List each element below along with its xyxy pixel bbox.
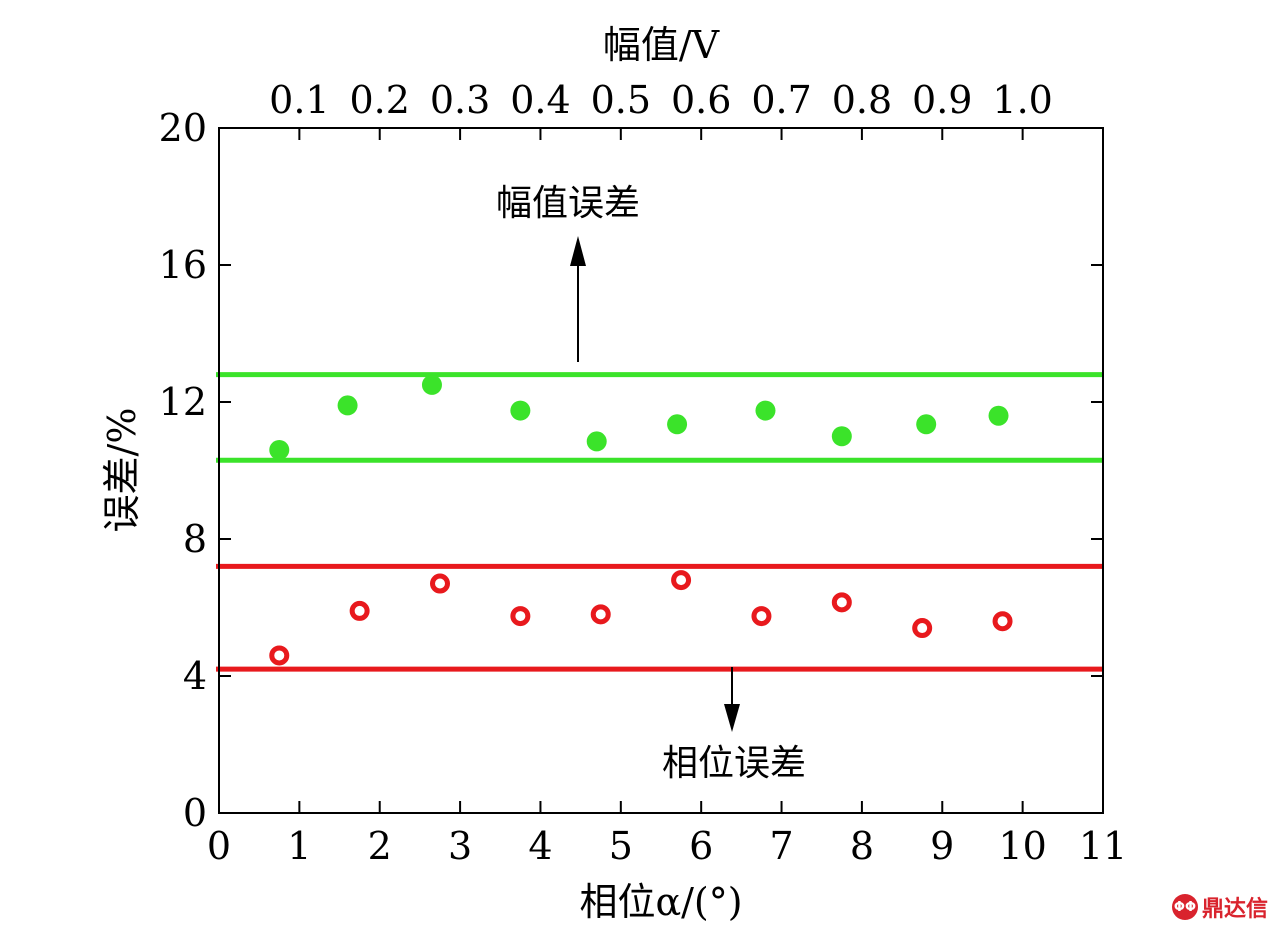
- x-tick-label: 7: [769, 824, 793, 868]
- top-tick-label: 0.1: [269, 78, 329, 122]
- y-tick-label: 8: [183, 517, 207, 561]
- top-tick-label: 0.3: [430, 78, 490, 122]
- watermark-text: 鼎达信: [1201, 897, 1268, 922]
- y-tick-label: 16: [159, 243, 207, 287]
- amplitude-error-point: [421, 374, 442, 395]
- top-tick-label: 0.4: [510, 78, 570, 122]
- phase-error-point: [912, 618, 933, 639]
- x-tick-label: 0: [207, 824, 231, 868]
- phase-error-point: [751, 606, 772, 627]
- phase-error-point: [590, 604, 611, 625]
- x-tick-label: 4: [528, 824, 552, 868]
- top-axis-title: 幅值/V: [603, 23, 720, 67]
- phase-error-point: [831, 592, 852, 613]
- y-tick-label: 20: [159, 106, 207, 150]
- top-tick-label: 0.2: [350, 78, 410, 122]
- x-tick-label: 8: [850, 824, 874, 868]
- phase-error-label: 相位误差: [662, 743, 806, 784]
- amplitude-error-point: [269, 439, 290, 460]
- amplitude-error-point: [510, 400, 531, 421]
- x-axis-title: 相位α/(°): [579, 880, 742, 924]
- y-axis-title: 误差/%: [100, 408, 144, 533]
- phase-error-arrowhead: [724, 704, 740, 732]
- amplitude-error-point: [755, 400, 776, 421]
- x-tick-label: 10: [998, 824, 1046, 868]
- x-tick-label: 1: [287, 824, 311, 868]
- top-tick-label: 0.8: [832, 78, 892, 122]
- x-tick-label: 5: [609, 824, 633, 868]
- top-tick-label: 0.5: [591, 78, 651, 122]
- x-tick-label: 3: [448, 824, 472, 868]
- x-tick-label: 9: [930, 824, 954, 868]
- x-tick-label: 2: [368, 824, 392, 868]
- plot-frame: [218, 127, 1104, 814]
- amplitude-error-label: 幅值误差: [496, 183, 640, 224]
- amplitude-error-point: [667, 414, 688, 435]
- x-tick-label: 6: [689, 824, 713, 868]
- amplitude-error-point: [586, 431, 607, 452]
- amplitude-error-point: [916, 414, 937, 435]
- amplitude-error-point: [337, 395, 358, 416]
- top-tick-label: 0.6: [671, 78, 731, 122]
- amplitude-error-point: [831, 426, 852, 447]
- top-tick-label: 0.9: [912, 78, 972, 122]
- points-layer: [269, 374, 1013, 666]
- amplitude-error-arrowhead: [570, 236, 586, 266]
- y-tick-label: 0: [183, 791, 207, 835]
- x-tick-label: 11: [1079, 824, 1127, 868]
- bands-layer: [216, 372, 1103, 672]
- y-tick-label: 12: [159, 380, 207, 424]
- watermark: ΦΦ 鼎达信: [1171, 891, 1268, 923]
- watermark-logo-icon: ΦΦ: [1171, 894, 1198, 920]
- top-tick-label: 0.7: [751, 78, 811, 122]
- phase-error-point: [510, 606, 531, 627]
- top-tick-label: 1.0: [992, 78, 1052, 122]
- amplitude-error-point: [988, 405, 1009, 426]
- phase-error-point: [430, 573, 450, 594]
- phase-error-point: [671, 570, 692, 591]
- phase-error-point: [349, 600, 370, 621]
- y-tick-label: 4: [183, 654, 207, 698]
- phase-error-point: [269, 645, 290, 666]
- phase-error-point: [992, 611, 1013, 632]
